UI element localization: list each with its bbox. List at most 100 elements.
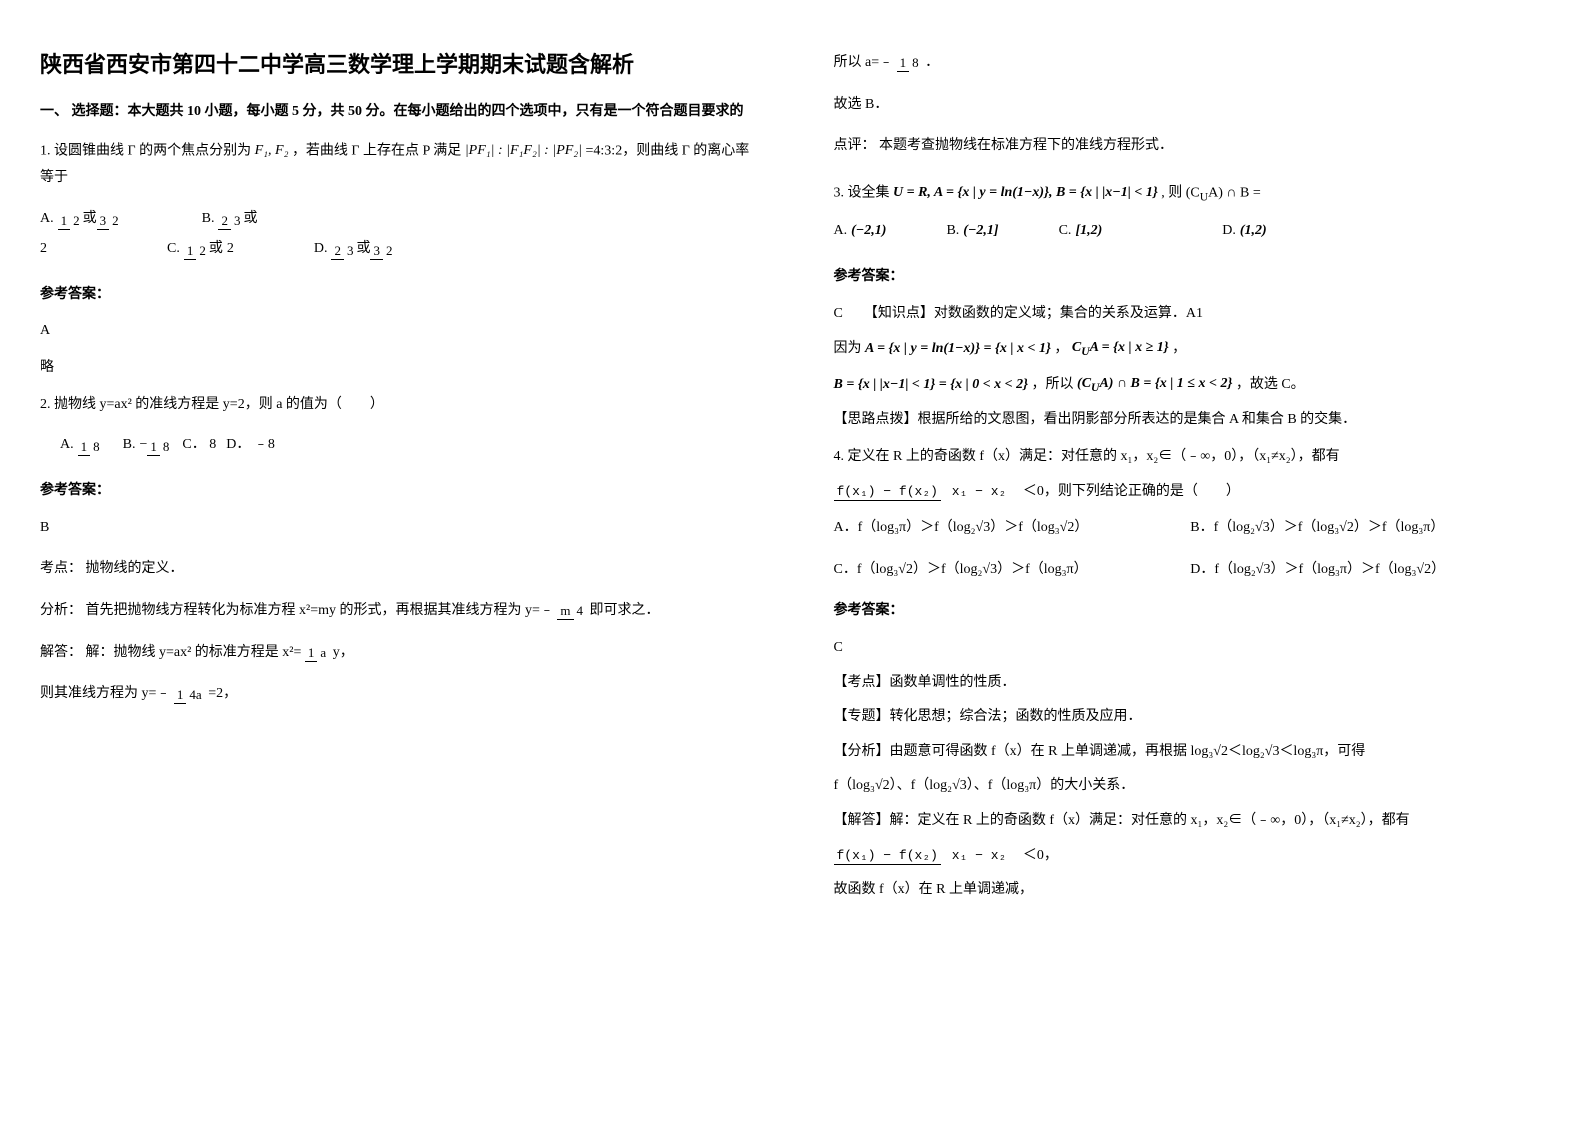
opt-label-d: D． ﹣8 [226, 433, 275, 453]
t: ＜log₂ [1228, 744, 1265, 759]
q2-answer: B [40, 515, 754, 542]
q3-ans3: B = {x | |x−1| < 1} = {x | 0 < x < 2} ，所… [834, 371, 1548, 399]
t: ）＞f（log₃π） [1354, 520, 1445, 535]
num: m [557, 603, 573, 620]
q4-stem-b: ＜0，则下列结论正确的是（ ） [1023, 484, 1240, 499]
opt-c-val: [1,2) [1075, 223, 1102, 239]
q2-opt-b: B. − 18 [123, 433, 173, 453]
rest: A = {x | x ≥ 1} [1090, 340, 1169, 355]
opt-label-d: D. [1222, 223, 1236, 239]
frac: 1a [305, 646, 329, 659]
frac: 12 [58, 214, 83, 227]
u: U [1081, 345, 1089, 358]
jd-label: 解答： [40, 645, 82, 660]
sqrt-icon: 3 [1256, 557, 1271, 584]
q1-stem-a: 1. 设圆锥曲线 Γ 的两个焦点分别为 [40, 144, 255, 159]
frac: f(x₁) − f(x₂) x₁ − x₂ [834, 849, 1010, 862]
t: ＜0， [1023, 848, 1058, 863]
neg-sign: − [139, 437, 147, 453]
den: 8 [90, 438, 103, 454]
t: ＜log₃π，可得 [1279, 744, 1365, 759]
answer-head: 参考答案： [834, 264, 1548, 291]
sqrt-icon: 3 [952, 773, 967, 800]
num: 3 [97, 213, 110, 230]
sqrt-icon: 2 [898, 557, 913, 584]
t: ）、f（log₂ [890, 778, 952, 793]
q4-kd: 【考点】函数单调性的性质． [834, 670, 1548, 697]
q4-opt-b: B．f（log₂3）＞f（log₃2）＞f（log₃π） [1190, 515, 1547, 542]
q3-opt-d: D. (1,2) [1222, 223, 1266, 239]
t: ）＞f（log₃π）＞f（log₃ [1270, 562, 1416, 577]
q2-opt-a: A. 18 [60, 433, 103, 453]
or-text: 或 [356, 237, 370, 257]
expr4: B = {x | |x−1| < 1} = {x | 0 < x < 2} [834, 372, 1029, 399]
den: 2 [70, 212, 83, 228]
q1-omit: 略 [40, 355, 754, 382]
frac: 23 [331, 244, 356, 257]
q3-ans2: 因为 A = {x | y = ln(1−x)} = {x | x < 1} ，… [834, 335, 1548, 363]
answer-head: 参考答案： [834, 598, 1548, 625]
num: 1 [184, 243, 197, 260]
sqrt-icon: 2 [1060, 515, 1075, 542]
kd-label: 考点： [40, 561, 82, 576]
num: 1 [58, 213, 71, 230]
sqrt-icon: 3 [1255, 515, 1270, 542]
num: 2 [331, 243, 344, 260]
jd-b: y， [333, 645, 354, 660]
question-3: 3. 设全集 U = R, A = {x | y = ln(1−x)}, B =… [834, 180, 1548, 434]
frac: 14a [174, 688, 205, 701]
t: ）＞f（log₃ [1270, 520, 1339, 535]
opt-label-b: B. [946, 223, 959, 239]
cu-sub: U [1200, 190, 1208, 203]
t: 【分析】由题意可得函数 f（x）在 R 上单调递减，再根据 log₃ [834, 744, 1214, 759]
q3-opt-b: B. (−2,1] [946, 223, 998, 239]
den: x₁ − x₂ [949, 483, 1010, 499]
sqrt-icon: 3 [976, 515, 991, 542]
den: 2 [196, 242, 209, 258]
t: ）＞f（log₂ [913, 562, 982, 577]
c1: ， [1054, 342, 1068, 357]
frac: f(x₁) − f(x₂) x₁ − x₂ [834, 485, 1010, 498]
opt-label-a: A. [40, 211, 54, 227]
den: a [317, 644, 329, 660]
dp-text: 本题考查抛物线在标准方程下的准线方程形式． [879, 138, 1173, 153]
so: ，所以 [1032, 378, 1074, 393]
tail: ，故选 C。 [1236, 378, 1305, 393]
opt-label-c: C. [1059, 223, 1072, 239]
expr5: (CUA) ∩ B = {x | 1 ≤ x < 2} [1077, 371, 1232, 399]
num: 1 [147, 439, 160, 456]
expr3: CUA = {x | x ≥ 1} [1072, 335, 1169, 363]
q1-opt-d: D. 23 或 32 [314, 237, 396, 257]
t: f（log₃ [834, 778, 875, 793]
or-text: 或 [83, 207, 97, 227]
q1-stem-b: ，若曲线 Γ 上存在点 P 满足 [292, 144, 465, 159]
q4-zt: 【专题】转化思想；综合法；函数的性质及应用． [834, 704, 1548, 731]
den: 4 [574, 602, 587, 618]
den: 4a [186, 686, 204, 702]
jd-a: 解：抛物线 y=ax² 的标准方程是 x²= [86, 645, 302, 660]
q2-jieda2: 则其准线方程为 y=﹣ 14a =2， [40, 681, 754, 708]
fx-b: 即可求之． [590, 603, 660, 618]
q3-opt-c: C. [1,2) [1059, 223, 1103, 239]
num: 1 [897, 55, 910, 72]
q4-jd2: 故函数 f（x）在 R 上单调递减， [834, 877, 1548, 904]
q1-foci: F₁, F₂ [255, 138, 289, 165]
c: (C [1077, 376, 1091, 391]
q4-stem-a: 4. 定义在 R 上的奇函数 f（x）满足：对任意的 x₁，x₂∈（﹣∞，0），… [834, 444, 1548, 471]
q4-answer: C [834, 635, 1548, 662]
q3-expr1: U = R, A = {x | y = ln(1−x)}, B = {x | |… [893, 180, 1158, 207]
fx-a: 首先把抛物线方程转化为标准方程 x²=my 的形式，再根据其准线方程为 y=﹣ [86, 603, 554, 618]
jd2-b: =2， [208, 686, 237, 701]
q4-opt-a: A．f（log₃π）＞f（log₂3）＞f（log₃2） [834, 515, 1191, 542]
q4-jd: 【解答】解：定义在 R 上的奇函数 f（x）满足：对任意的 x₁，x₂∈（﹣∞，… [834, 808, 1548, 835]
t: A．f（log₃π）＞f（log₂ [834, 520, 976, 535]
q4-row2: C．f（log₃2）＞f（log₂3）＞f（log₃π） D．f（log₂3）＞… [834, 557, 1548, 584]
answer-head: 参考答案： [40, 282, 754, 309]
q4-fx: 【分析】由题意可得函数 f（x）在 R 上单调递减，再根据 log₃2＜log₂… [834, 739, 1548, 766]
jd2-a: 则其准线方程为 y=﹣ [40, 686, 170, 701]
q2-jieda: 解答： 解：抛物线 y=ax² 的标准方程是 x²= 1a y， [40, 640, 754, 667]
opt-label-b: B. [123, 437, 136, 453]
den: 2 [109, 212, 122, 228]
t: ） [1074, 520, 1088, 535]
question-2: 2. 抛物线 y=ax² 的准线方程是 y=2，则 a 的值为（ ） A. 18… [40, 392, 754, 708]
